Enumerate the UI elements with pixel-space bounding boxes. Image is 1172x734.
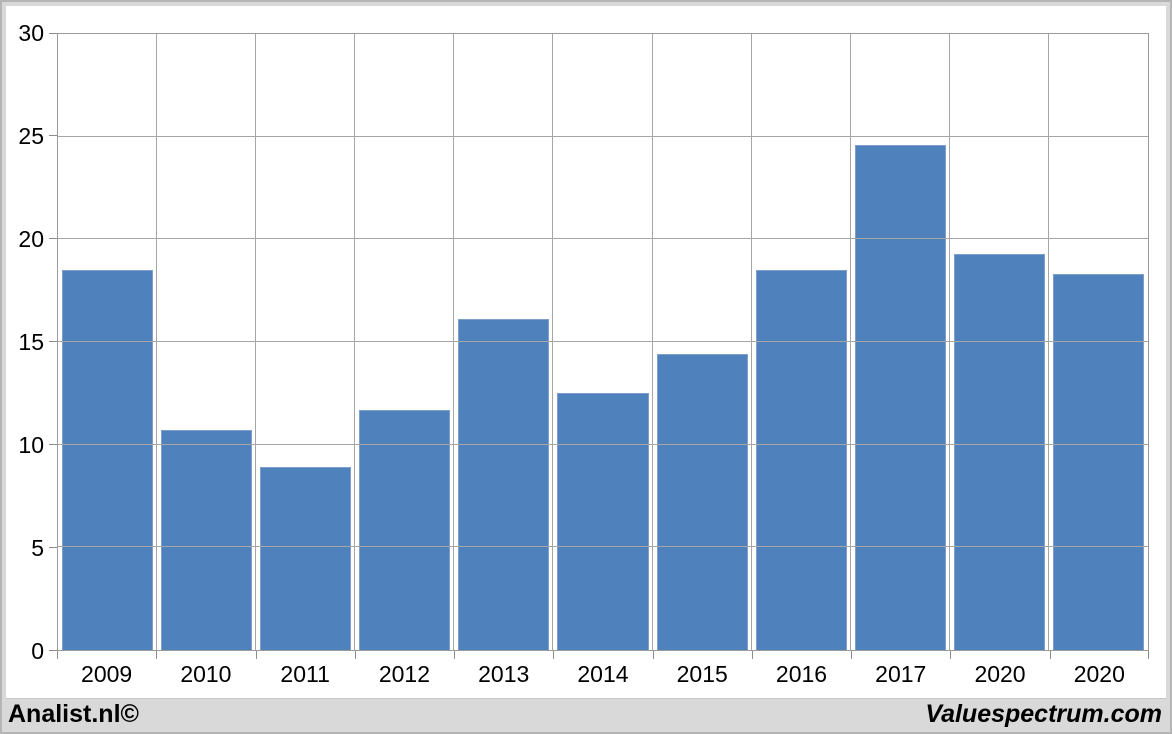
bar-2020-10: [1052, 274, 1145, 650]
gridline-x-4: [453, 34, 455, 650]
bar-column-2014-5: [553, 34, 652, 650]
x-tick-label-2020-9: 2020: [974, 661, 1026, 687]
x-tick-4: [454, 651, 456, 659]
y-axis: 0 5 10 15 20 25 30: [6, 21, 57, 663]
bar-2012-3: [359, 409, 451, 650]
gridline-y-10: [58, 443, 1148, 445]
x-axis-labels: 2009 2010 2011 2012 2013 2014 2015 2016 2017 2020…: [57, 661, 1149, 698]
x-tick-0: [57, 651, 58, 659]
x-tick-label-2013-4: 2013: [478, 661, 530, 687]
bar-2013-4: [458, 319, 550, 650]
gridline-x-8: [849, 34, 851, 650]
footer-left-brand: Analist.nl©: [8, 700, 139, 728]
x-tick-label-2020-10: 2020: [1073, 661, 1125, 687]
y-tick-25: [49, 134, 57, 136]
gridline-y-20: [58, 238, 1148, 240]
bar-2016-7: [755, 270, 847, 650]
gridline-x-2: [255, 34, 257, 650]
x-tick-6: [652, 651, 654, 659]
bar-column-2011-2: [256, 34, 355, 650]
gridline-y-25: [58, 135, 1148, 137]
gridline-x-5: [552, 34, 554, 650]
bar-2020-9: [953, 253, 1045, 650]
gridline-x-1: [156, 34, 158, 650]
y-tick-5: [49, 547, 57, 548]
bar-column-2017-8: [851, 34, 950, 650]
y-tick-label-10: 10: [18, 431, 44, 458]
y-tick-label-30: 30: [18, 20, 44, 46]
x-tick-3: [354, 651, 356, 659]
bar-2014-5: [557, 393, 649, 650]
bar-column-2015-6: [653, 34, 752, 650]
x-tick-11: [1148, 651, 1149, 659]
gridline-x-3: [354, 34, 356, 650]
x-tick-label-2009-0: 2009: [81, 661, 133, 687]
bar-column-2016-7: [752, 34, 851, 650]
gridline-y-5: [58, 546, 1148, 548]
bar-column-2010-1: [157, 34, 256, 650]
gridline-y-15: [58, 341, 1148, 342]
bar-2009-0: [61, 270, 154, 650]
y-tick-label-20: 20: [18, 225, 44, 252]
bar-2017-8: [854, 144, 946, 650]
y-tick-label-0: 0: [31, 638, 44, 664]
bar-column-2020-10: [1049, 34, 1148, 650]
gridline-x-10: [1047, 34, 1049, 650]
chart-canvas: 0 5 10 15 20 25 30 2009 2010 2011 2012 2013 2014 201…: [6, 6, 1166, 698]
x-tick-5: [553, 651, 555, 659]
bar-series: [58, 34, 1148, 650]
x-tick-label-2014-5: 2014: [577, 661, 629, 687]
y-tick-15: [49, 341, 57, 342]
y-tick-20: [49, 237, 57, 239]
y-tick-0: [49, 650, 57, 651]
gridline-x-7: [750, 34, 752, 650]
bar-2011-2: [260, 467, 352, 650]
y-tick-30: [49, 33, 57, 34]
footer-bar: Analist.nl© Valuespectrum.com: [2, 698, 1170, 732]
x-tick-1: [156, 651, 158, 659]
y-tick-label-15: 15: [18, 329, 44, 355]
bar-column-2013-4: [454, 34, 553, 650]
y-tick-label-5: 5: [31, 535, 44, 561]
x-tick-2: [255, 651, 257, 659]
x-tick-8: [851, 651, 853, 659]
gridline-x-9: [948, 34, 950, 650]
bar-column-2012-3: [355, 34, 454, 650]
y-tick-label-25: 25: [18, 122, 44, 149]
x-tick-9: [950, 651, 952, 659]
bar-2010-1: [161, 430, 253, 650]
y-tick-10: [49, 443, 57, 445]
bar-2015-6: [656, 354, 748, 650]
x-axis: 2009 2010 2011 2012 2013 2014 2015 2016 2017 2020…: [57, 651, 1149, 698]
x-tick-label-2016-7: 2016: [775, 661, 828, 687]
bar-column-2020-9: [950, 34, 1049, 650]
bar-column-2009-0: [58, 34, 157, 650]
x-tick-label-2017-8: 2017: [875, 661, 927, 687]
x-tick-label-2012-3: 2012: [378, 661, 431, 687]
x-tick-7: [751, 651, 753, 659]
x-tick-label-2011-2: 2011: [280, 661, 330, 687]
x-tick-label-2015-6: 2015: [676, 661, 728, 687]
plot-area: [57, 33, 1149, 651]
gridline-x-6: [651, 34, 653, 650]
x-tick-10: [1049, 651, 1051, 659]
footer-right-brand: Valuespectrum.com: [925, 700, 1162, 728]
x-tick-label-2010-1: 2010: [180, 661, 232, 687]
